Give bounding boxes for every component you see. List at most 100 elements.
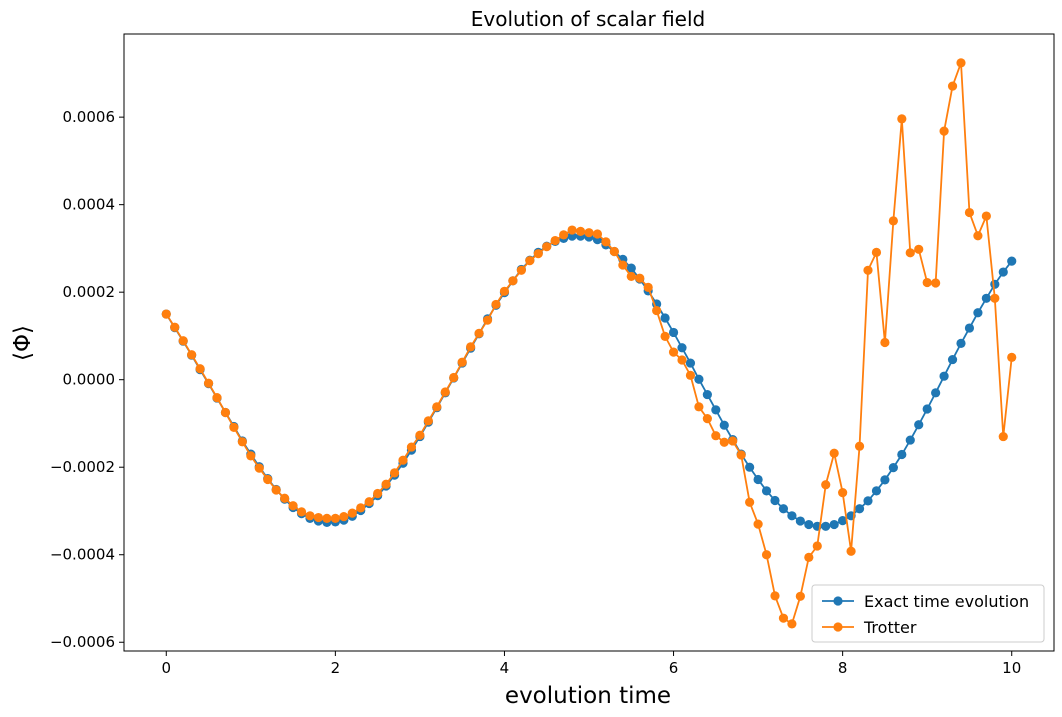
data-point (220, 407, 231, 418)
data-point (753, 474, 763, 485)
data-point (660, 313, 670, 323)
data-point (838, 516, 848, 526)
data-point (838, 487, 848, 498)
data-point (770, 591, 780, 601)
data-point (626, 271, 636, 282)
data-point (313, 512, 324, 523)
data-point (474, 328, 484, 338)
data-point (635, 273, 645, 283)
data-point (423, 416, 433, 426)
data-point (931, 388, 941, 398)
data-point (719, 437, 729, 447)
data-point (981, 293, 991, 303)
data-point (914, 244, 924, 254)
data-point (998, 431, 1008, 442)
data-point (652, 305, 662, 316)
data-point (778, 613, 789, 623)
legend-label: Trotter (863, 618, 917, 637)
data-point (871, 486, 882, 496)
data-point (787, 511, 797, 521)
data-point (406, 442, 417, 452)
data-point (905, 248, 915, 258)
data-point (246, 451, 256, 461)
data-point (795, 516, 805, 526)
data-point (668, 327, 679, 338)
data-point (964, 323, 975, 333)
legend: Exact time evolution Trotter (811, 584, 1045, 643)
data-point (542, 242, 552, 252)
data-point (516, 265, 526, 275)
data-point (373, 488, 383, 499)
data-point (871, 247, 882, 257)
data-point (229, 422, 239, 432)
data-point (643, 282, 653, 292)
data-point (964, 207, 975, 218)
data-point (457, 357, 467, 367)
data-point (668, 347, 679, 357)
data-point (237, 437, 247, 447)
data-point (753, 519, 763, 529)
data-point (178, 336, 188, 346)
data-point (280, 493, 290, 503)
data-point (170, 322, 180, 332)
data-point (939, 371, 949, 381)
data-point (795, 591, 805, 601)
data-point (728, 436, 738, 446)
data-point (203, 378, 214, 388)
data-point (770, 495, 780, 506)
data-point (990, 293, 1000, 303)
data-point (947, 354, 958, 365)
data-point (719, 420, 729, 430)
data-point (914, 420, 924, 430)
x-axis-label: evolution time (505, 683, 671, 709)
data-point (888, 216, 898, 226)
series-trotter (161, 58, 1017, 629)
data-point (618, 260, 628, 270)
data-point (339, 512, 349, 522)
data-point (922, 404, 932, 414)
legend-marker (833, 622, 843, 632)
data-point (575, 226, 586, 236)
y-axis-label: ⟨Φ⟩ (10, 325, 36, 361)
data-point (356, 503, 366, 513)
data-point (677, 355, 687, 365)
data-point (685, 358, 696, 368)
data-point (854, 441, 865, 451)
data-point (187, 350, 197, 360)
x-tick-label: 8 (838, 659, 848, 677)
x-tick-label: 10 (1002, 659, 1021, 677)
data-point (821, 521, 831, 531)
data-point (745, 462, 755, 472)
data-point (592, 229, 603, 239)
data-point (854, 504, 865, 514)
series-exact-time-evolution (161, 231, 1017, 531)
data-point (1007, 352, 1017, 362)
data-point (381, 479, 391, 489)
chart-title: Evolution of scalar field (471, 7, 705, 31)
data-point (559, 230, 569, 240)
data-point (981, 211, 991, 221)
y-tick-label: −0.0002 (50, 458, 115, 476)
data-point (846, 546, 856, 556)
data-point (550, 235, 560, 246)
legend-label: Exact time evolution (864, 592, 1029, 611)
data-point (398, 455, 408, 465)
data-point (567, 225, 577, 235)
data-point (415, 430, 425, 440)
y-tick-label: 0.0004 (63, 196, 116, 214)
data-point (880, 475, 890, 485)
data-point (491, 299, 501, 310)
data-point (736, 450, 746, 460)
data-point (322, 513, 332, 524)
x-tick-label: 4 (500, 659, 510, 677)
data-point (956, 338, 966, 348)
y-tick-label: 0.0000 (63, 371, 116, 389)
data-point (584, 228, 594, 238)
data-point (888, 463, 898, 473)
legend-box (811, 584, 1045, 643)
data-point (330, 513, 340, 524)
x-tick-label: 2 (331, 659, 341, 677)
data-point (296, 507, 307, 517)
data-point (347, 508, 357, 518)
